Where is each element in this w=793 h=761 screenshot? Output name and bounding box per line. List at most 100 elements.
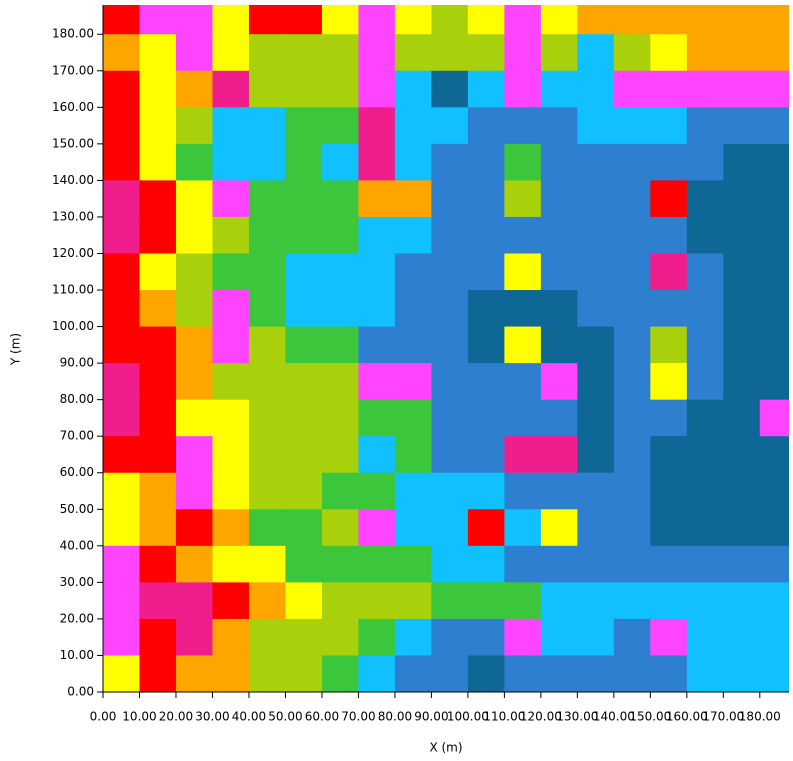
cell <box>431 327 468 364</box>
cell <box>760 436 793 473</box>
cell <box>614 34 651 71</box>
cell <box>650 327 687 364</box>
cell <box>176 0 213 35</box>
cell <box>577 253 614 290</box>
cell <box>103 546 140 583</box>
cell <box>285 107 322 144</box>
cell <box>395 144 432 181</box>
cell <box>212 180 249 217</box>
cell <box>285 546 322 583</box>
cell <box>285 582 322 619</box>
y-tick-label: 10.00 <box>60 648 94 662</box>
cell <box>212 34 249 71</box>
cell <box>249 327 286 364</box>
cell <box>614 290 651 327</box>
cell <box>212 509 249 546</box>
cell <box>139 34 176 71</box>
cell <box>395 363 432 400</box>
cell <box>139 180 176 217</box>
cell <box>760 509 793 546</box>
cell <box>358 436 395 473</box>
cell <box>139 582 176 619</box>
cell <box>468 217 505 254</box>
cell <box>139 71 176 108</box>
cell <box>212 107 249 144</box>
cell <box>212 71 249 108</box>
cell <box>504 509 541 546</box>
cell <box>139 327 176 364</box>
y-tick-label: 90.00 <box>60 356 94 370</box>
cell <box>650 253 687 290</box>
cell <box>614 327 651 364</box>
cell <box>504 400 541 437</box>
cell <box>723 253 760 290</box>
cell <box>212 619 249 656</box>
cell <box>468 473 505 510</box>
cell <box>650 180 687 217</box>
cell <box>176 436 213 473</box>
cell <box>139 400 176 437</box>
cell <box>541 107 578 144</box>
cell <box>468 400 505 437</box>
cell <box>249 290 286 327</box>
cell <box>322 509 359 546</box>
cell <box>577 436 614 473</box>
cell <box>614 217 651 254</box>
cell <box>577 582 614 619</box>
cell <box>687 327 724 364</box>
cell <box>322 582 359 619</box>
cell <box>395 655 432 692</box>
cell <box>103 327 140 364</box>
cell <box>358 144 395 181</box>
cell <box>468 619 505 656</box>
cell <box>650 363 687 400</box>
cell <box>687 34 724 71</box>
cell <box>249 0 286 35</box>
cell <box>541 400 578 437</box>
cell <box>760 327 793 364</box>
cell <box>139 473 176 510</box>
cell <box>504 546 541 583</box>
cell <box>358 180 395 217</box>
cell <box>760 363 793 400</box>
cell <box>395 619 432 656</box>
cell <box>650 144 687 181</box>
cell <box>322 253 359 290</box>
cell <box>723 290 760 327</box>
cell <box>322 619 359 656</box>
cell <box>687 436 724 473</box>
cell <box>541 619 578 656</box>
cell <box>577 546 614 583</box>
cell <box>614 107 651 144</box>
cell <box>358 71 395 108</box>
x-tick-label: 180.00 <box>739 710 781 724</box>
cell <box>614 71 651 108</box>
cell <box>249 71 286 108</box>
cell <box>176 34 213 71</box>
cell <box>395 71 432 108</box>
cell <box>395 107 432 144</box>
cell <box>650 436 687 473</box>
cell <box>249 253 286 290</box>
cell <box>139 144 176 181</box>
cell <box>577 655 614 692</box>
cell <box>139 546 176 583</box>
cell <box>431 509 468 546</box>
cell <box>723 34 760 71</box>
cell <box>395 582 432 619</box>
cell <box>614 582 651 619</box>
cell <box>577 290 614 327</box>
cell <box>468 71 505 108</box>
cell <box>358 655 395 692</box>
cell <box>431 290 468 327</box>
cell <box>431 144 468 181</box>
cell <box>103 34 140 71</box>
x-tick-label: 30.00 <box>195 710 229 724</box>
cell <box>322 34 359 71</box>
cell <box>687 290 724 327</box>
cell <box>468 0 505 35</box>
cell <box>760 400 793 437</box>
cell <box>103 619 140 656</box>
cell <box>577 180 614 217</box>
cell <box>358 217 395 254</box>
